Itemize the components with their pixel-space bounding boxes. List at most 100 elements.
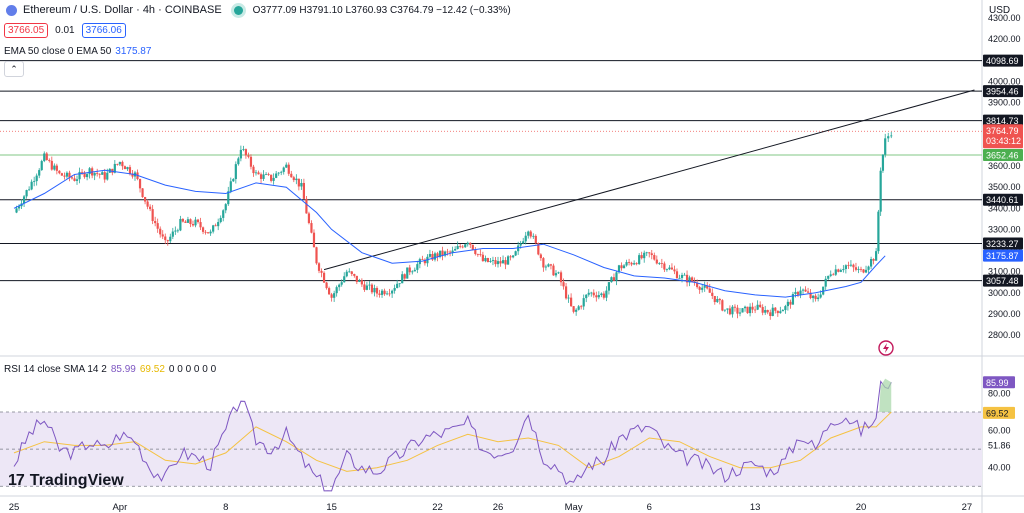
candle-body xyxy=(751,306,754,310)
candle-body xyxy=(864,269,868,273)
candle-body xyxy=(567,297,570,299)
price-tick-label: 3500.00 xyxy=(988,182,1021,192)
price-tick-label: 4000.00 xyxy=(988,77,1021,87)
candle-body xyxy=(595,295,598,298)
candle-body xyxy=(106,172,109,180)
candle-body xyxy=(554,273,558,276)
candle-body xyxy=(176,230,179,232)
candle-body xyxy=(58,170,61,174)
candle-body xyxy=(285,164,288,168)
candle-body xyxy=(862,269,865,273)
candle-body xyxy=(101,172,104,175)
candle-body xyxy=(746,306,749,314)
candle-body xyxy=(292,177,295,181)
candle-body xyxy=(270,174,273,181)
candle-body xyxy=(28,189,31,191)
time-tick-label: 6 xyxy=(647,502,652,513)
candle-body xyxy=(817,297,820,300)
candle-body xyxy=(320,270,323,273)
candle-body xyxy=(605,290,608,298)
candle-body xyxy=(196,219,200,223)
symbol-title[interactable]: Ethereum / U.S. Dollar · 4h · COINBASE xyxy=(23,4,222,16)
candle-body xyxy=(60,173,63,176)
candle-body xyxy=(186,219,190,223)
candle-body xyxy=(879,170,882,212)
rsi-tick-label: 40.00 xyxy=(988,463,1011,473)
buy-price-button[interactable]: 3766.06 xyxy=(81,23,126,38)
level-price-tag xyxy=(983,193,1023,206)
candle-body xyxy=(859,268,863,270)
rsi-tick-label: 51.86 xyxy=(988,441,1011,451)
rsi-value-tag xyxy=(983,376,1015,389)
candle-body xyxy=(877,211,880,252)
candle-body xyxy=(625,262,628,266)
collapse-legend-button[interactable]: ⌃ xyxy=(4,61,24,77)
candle-body xyxy=(794,291,797,295)
candle-body xyxy=(98,173,101,175)
candle-body xyxy=(570,297,573,307)
candle-body xyxy=(506,256,510,265)
candle-body xyxy=(612,277,616,281)
candle-body xyxy=(365,285,369,290)
candle-body xyxy=(643,252,646,259)
candle-body xyxy=(673,269,676,272)
candle-body xyxy=(330,294,333,298)
candle-body xyxy=(282,167,285,172)
candle-body xyxy=(522,241,525,244)
candle-body xyxy=(743,306,747,309)
sell-price-button[interactable]: 3766.05 xyxy=(4,23,49,38)
candle-body xyxy=(781,310,784,312)
candle-body xyxy=(819,294,822,298)
candle-body xyxy=(385,293,389,295)
candle-body xyxy=(852,264,855,268)
candle-body xyxy=(416,264,419,270)
candle-body xyxy=(610,277,613,283)
price-tick-label: 3400.00 xyxy=(988,203,1021,213)
level-price-tag xyxy=(983,148,1023,161)
candle-body xyxy=(257,172,260,175)
candle-body xyxy=(55,165,58,171)
candle-body xyxy=(131,173,134,177)
rsi-legend[interactable]: RSI 14 close SMA 14 2 85.99 69.52 0 0 0 0 0… xyxy=(4,364,216,375)
candle-body xyxy=(622,265,626,269)
rsi-sma-tag xyxy=(983,406,1015,419)
candle-body xyxy=(363,284,366,290)
rsi-legend-value: 85.99 xyxy=(110,364,136,375)
candle-body xyxy=(701,287,704,290)
time-tick-label: 15 xyxy=(326,502,337,513)
candle-body xyxy=(769,312,772,316)
candle-body xyxy=(247,155,250,157)
candle-body xyxy=(290,173,293,178)
current-price-tag xyxy=(983,124,1023,149)
level-price-tag-label: 3233.27 xyxy=(986,239,1019,249)
candle-body xyxy=(670,267,674,270)
ema-legend[interactable]: EMA 50 close 0 EMA 50 3175.87 xyxy=(4,46,151,57)
candle-body xyxy=(65,172,69,177)
candle-body xyxy=(267,174,270,176)
candle-body xyxy=(514,251,517,256)
candle-body xyxy=(519,243,522,246)
candle-body xyxy=(300,182,303,187)
level-price-tag-label: 3954.46 xyxy=(986,87,1019,97)
candle-body xyxy=(501,260,505,264)
candle-body xyxy=(441,250,444,256)
currency-label[interactable]: USD xyxy=(989,5,1011,16)
candle-body xyxy=(411,271,414,273)
candle-body xyxy=(549,264,553,266)
candle-body xyxy=(421,259,424,260)
candle-body xyxy=(358,280,361,282)
candle-body xyxy=(491,260,495,262)
candle-body xyxy=(517,245,520,252)
rsi-sma-tag-label: 69.52 xyxy=(986,408,1009,418)
ethereum-icon xyxy=(6,4,17,16)
candle-body xyxy=(854,267,858,270)
candle-body xyxy=(466,242,469,245)
candle-body xyxy=(484,258,487,262)
candle-body xyxy=(75,179,79,181)
current-price-tag-label: 3764.79 xyxy=(986,126,1019,136)
time-tick-label: 26 xyxy=(493,502,504,513)
candle-body xyxy=(93,172,96,176)
candle-body xyxy=(149,206,152,210)
candle-body xyxy=(401,274,404,284)
